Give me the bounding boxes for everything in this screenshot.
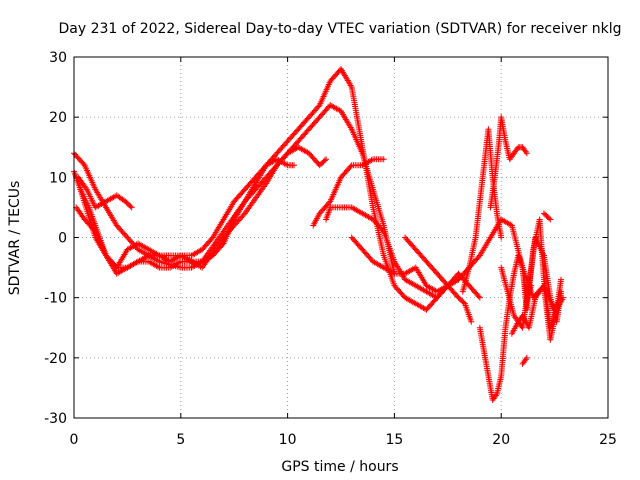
data-point <box>546 215 553 222</box>
data-point <box>379 227 386 234</box>
data-point <box>234 218 241 225</box>
data-point <box>560 294 567 301</box>
data-point <box>128 204 135 211</box>
data-point <box>321 157 328 164</box>
series-track-12 <box>487 114 530 211</box>
data-point <box>498 234 505 241</box>
data-point <box>238 214 245 221</box>
data-point <box>455 276 462 283</box>
y-tick-label: 0 <box>58 231 67 247</box>
data-point <box>476 294 483 301</box>
data-point <box>278 145 285 152</box>
data-point <box>225 228 232 235</box>
data-point <box>224 230 231 237</box>
axis-ticks: 0 5 10 15 20 25 -30 -20 -10 0 10 20 30 <box>44 50 617 448</box>
x-tick-label: 20 <box>492 432 510 448</box>
data-point <box>280 142 287 149</box>
data-point <box>291 162 298 169</box>
data-point <box>223 231 230 238</box>
data-point <box>347 163 354 170</box>
data-point <box>230 223 237 230</box>
data-point <box>277 146 284 153</box>
series-track-6 <box>310 156 387 229</box>
series-track-7 <box>323 204 483 301</box>
data-point <box>236 216 243 223</box>
y-tick-label: 30 <box>49 50 67 66</box>
series-track-5 <box>77 156 298 271</box>
data-point <box>523 150 530 157</box>
x-tick-label: 25 <box>599 432 617 448</box>
series-track-16 <box>540 210 554 223</box>
data-marks <box>71 66 567 403</box>
data-point <box>112 263 119 270</box>
series-track-2 <box>71 102 398 277</box>
y-tick-label: 10 <box>49 170 67 186</box>
data-point <box>80 160 87 167</box>
x-tick-label: 15 <box>385 432 403 448</box>
data-point <box>523 354 530 361</box>
data-point <box>380 156 387 163</box>
data-point <box>228 226 235 233</box>
y-tick-label: -30 <box>44 411 67 427</box>
x-tick-label: 5 <box>176 432 185 448</box>
series-track-1 <box>71 66 565 313</box>
data-point <box>233 220 240 227</box>
data-point <box>468 318 475 325</box>
data-point <box>282 141 289 148</box>
data-point <box>221 233 228 240</box>
data-point <box>279 143 286 150</box>
data-point <box>229 224 236 231</box>
data-point <box>547 216 554 223</box>
series-track-9 <box>402 234 475 325</box>
data-point <box>220 234 227 241</box>
plot-frame <box>73 56 609 419</box>
x-axis-label: GPS time / hours <box>281 459 398 475</box>
data-point <box>475 293 482 300</box>
x-tick-label: 10 <box>279 432 297 448</box>
y-axis-label: SDTVAR / TECUs <box>7 181 23 296</box>
y-tick-label: -10 <box>44 291 67 307</box>
data-point <box>275 148 282 155</box>
series-track-8 <box>348 234 462 295</box>
data-point <box>460 299 467 306</box>
y-tick-label: 20 <box>49 110 67 126</box>
y-tick-label: -20 <box>44 351 67 367</box>
series-track-4 <box>75 174 135 211</box>
data-point <box>323 156 330 163</box>
data-point <box>273 150 280 157</box>
data-point <box>239 213 246 220</box>
data-point <box>274 149 281 156</box>
data-point <box>235 217 242 224</box>
series-track-15 <box>519 354 530 367</box>
data-point <box>326 199 333 206</box>
series-track-17 <box>508 282 567 343</box>
data-point <box>315 103 322 110</box>
data-point <box>127 203 134 210</box>
x-tick-label: 0 <box>70 432 79 448</box>
chart-title: Day 231 of 2022, Sidereal Day-to-day VTE… <box>59 21 622 37</box>
data-point <box>231 221 238 228</box>
data-point <box>558 276 565 283</box>
data-point <box>226 227 233 234</box>
